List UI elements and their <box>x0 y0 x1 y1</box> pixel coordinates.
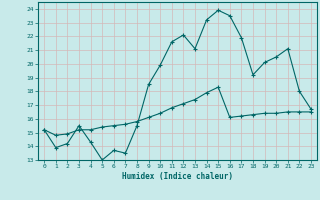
X-axis label: Humidex (Indice chaleur): Humidex (Indice chaleur) <box>122 172 233 181</box>
